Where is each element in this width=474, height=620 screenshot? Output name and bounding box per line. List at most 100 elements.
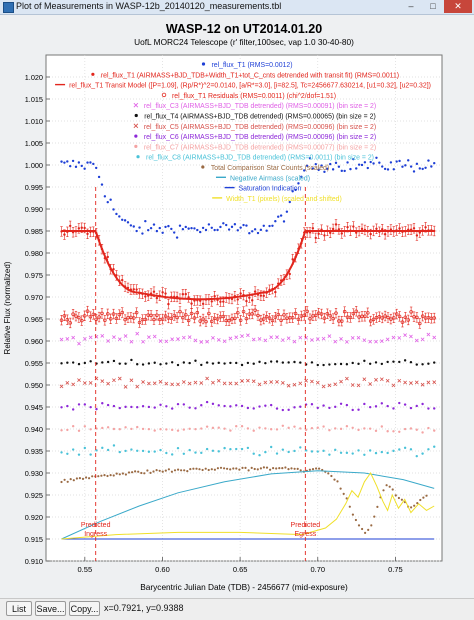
data-point (82, 336, 87, 341)
data-point (140, 471, 143, 475)
data-point (264, 361, 267, 365)
data-point (398, 401, 401, 405)
data-point (397, 335, 402, 340)
data-point (265, 229, 268, 232)
data-point (345, 363, 349, 366)
data-point (136, 363, 139, 366)
data-point (368, 427, 372, 430)
series-total-comparison-star-counts (60, 466, 428, 535)
data-point (356, 383, 361, 388)
data-point (181, 335, 186, 340)
series-rel-flux-c8 (60, 444, 436, 458)
data-point (279, 214, 283, 217)
data-point (355, 167, 358, 170)
data-point (182, 403, 186, 406)
maximize-icon[interactable]: □ (430, 1, 436, 11)
data-point (271, 224, 274, 227)
data-point (352, 225, 355, 228)
data-point (339, 362, 343, 366)
data-point (334, 448, 337, 452)
data-point (427, 448, 430, 451)
data-point (161, 291, 164, 294)
data-point (331, 227, 335, 231)
data-point (392, 407, 395, 410)
data-point (269, 468, 272, 471)
data-point (86, 232, 89, 236)
data-point (275, 407, 279, 410)
data-point (374, 405, 378, 408)
data-point (409, 165, 413, 168)
data-point (286, 336, 291, 341)
data-point (288, 272, 291, 276)
data-point (248, 296, 251, 299)
data-point (80, 318, 84, 323)
data-point (117, 312, 122, 317)
close-icon[interactable]: ✕ (444, 0, 472, 13)
data-point (334, 223, 338, 226)
data-point (229, 361, 232, 365)
data-point (406, 318, 410, 322)
data-point (416, 502, 419, 505)
data-point (371, 317, 376, 322)
data-point (130, 405, 133, 409)
copy-button[interactable]: Copy... (69, 601, 100, 616)
data-point (124, 405, 127, 409)
data-point (198, 468, 201, 471)
data-point (164, 292, 167, 295)
data-point (245, 224, 248, 227)
data-point (334, 161, 338, 165)
legend-entry-label: rel_flux_T4 (AIRMASS+BJD_TDB detrended) … (144, 114, 376, 121)
y-tick-label: 1.015 (25, 95, 43, 104)
data-point (124, 362, 127, 365)
data-point (316, 406, 319, 410)
data-point (345, 403, 349, 407)
tick-layer: 0.910 0.915 0.920 0.925 0.930 0.935 0.940 0.945… (25, 73, 403, 574)
annotation-label-bottom: Egress (294, 531, 316, 538)
data-point (74, 314, 78, 318)
data-point (433, 407, 436, 410)
data-point (287, 361, 290, 364)
y-tick-label: 0.910 (25, 557, 43, 566)
data-point (95, 407, 98, 411)
data-point (364, 531, 367, 535)
data-point (216, 467, 219, 470)
data-point (141, 363, 145, 366)
data-point (109, 198, 112, 201)
data-point (89, 428, 92, 431)
data-point (351, 513, 354, 516)
legend-entry-label: Saturation Indication (239, 186, 302, 193)
data-point (381, 165, 384, 168)
data-point (161, 470, 164, 473)
data-point (178, 309, 182, 314)
data-point (170, 428, 174, 432)
data-point (433, 429, 436, 432)
series-width-t1 (61, 472, 435, 540)
data-point (380, 450, 384, 454)
annotation-label-bottom: Ingress (84, 531, 107, 538)
data-point (331, 316, 335, 321)
minimize-icon[interactable]: – (408, 1, 414, 11)
data-point (100, 183, 104, 186)
data-point (380, 425, 384, 428)
list-button[interactable]: List (6, 601, 32, 616)
data-point (382, 489, 385, 492)
save-button[interactable]: Save... (35, 601, 66, 616)
data-point (379, 339, 384, 344)
data-point (66, 480, 69, 483)
data-point (415, 234, 419, 237)
data-point (127, 471, 131, 474)
data-point (153, 406, 156, 409)
data-point (210, 468, 213, 471)
legend-entry-label: rel_flux_C5 (AIRMASS+BJD_TDB detrended) … (144, 124, 376, 131)
data-point (253, 228, 257, 231)
plot-area[interactable]: 0.910 0.915 0.920 0.925 0.930 0.935 0.940 0.945… (0, 15, 474, 598)
data-point (170, 382, 175, 387)
data-point (106, 403, 110, 407)
data-point (91, 312, 96, 317)
data-point (424, 166, 427, 170)
data-point (281, 424, 285, 427)
data-point (115, 472, 118, 475)
data-point (88, 477, 91, 480)
measurement-chart[interactable]: 0.910 0.915 0.920 0.925 0.930 0.935 0.940 0.945… (0, 15, 474, 598)
y-tick-label: 0.940 (25, 425, 43, 434)
